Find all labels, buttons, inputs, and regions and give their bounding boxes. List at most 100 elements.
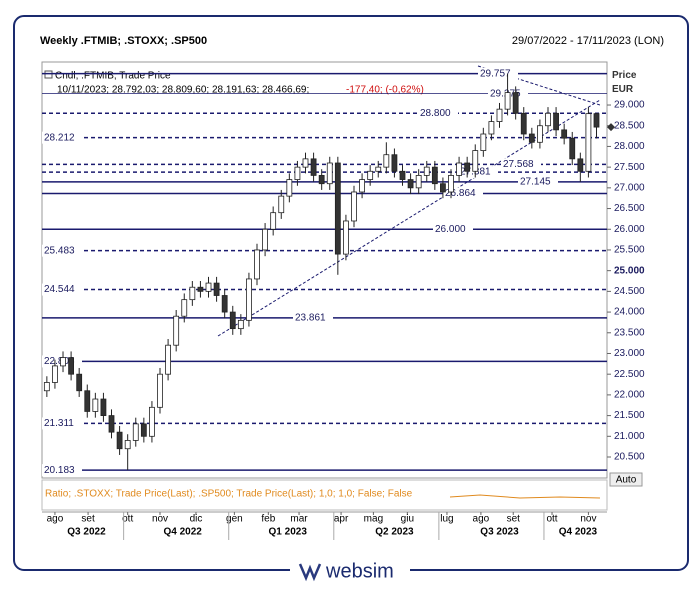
legend-icon [44,70,53,79]
y-tick-label: 28.000 [614,141,645,152]
level-label: 27.568 [503,159,534,170]
candle-body [464,162,471,172]
candle-body [286,179,293,197]
candle-body [520,112,527,135]
candle-body [116,431,123,450]
candle-body [577,158,584,172]
x-tick-label: nov [152,514,168,525]
y-tick-label: 25.000 [614,265,645,276]
candle-body [270,212,277,230]
level-label: 24.544 [44,284,75,295]
candle-body [318,175,325,185]
candle-body [456,162,462,176]
level-label: 27.145 [520,176,551,187]
candle-body [585,113,592,172]
y-tick-label: 23.500 [614,327,645,338]
y-tick-label: 29.000 [614,100,645,111]
ratio-line [449,494,601,499]
auto-button[interactable] [609,472,643,487]
candle-body [423,166,430,176]
level-label-bg [42,244,82,257]
y-tick-label: 28.500 [614,120,645,131]
level-label-bg [42,464,82,477]
y-tick-label: 21.500 [614,410,645,421]
level-label: 26.000 [435,224,466,235]
candle-body [43,382,50,392]
quarter-label: Q4 2022 [163,527,202,538]
x-tick-label: gen [226,514,243,525]
legend-name: Cndl; .FTMIB; Trade Price [55,71,171,82]
candle-body [367,170,374,180]
level-label-bg [518,175,558,188]
candle-body [229,311,236,330]
level-label-bg [501,158,541,171]
candle-body [140,423,147,437]
quarter-label: Q2 2023 [375,527,414,538]
ratio-panel [41,479,608,511]
level-label: 26.864 [445,188,476,199]
candle-body [496,108,503,122]
candle-body [132,423,139,441]
candle-body [237,319,244,330]
x-tick-label: lug [440,514,453,525]
y-tick-label: 27.500 [614,162,645,173]
candle-body [440,183,446,193]
y-axis-label: Price EUR [612,70,637,95]
candle-body [383,154,390,168]
level-label: 22.808 [44,356,75,367]
level-label-bg [293,311,333,324]
candle-body [545,112,551,127]
candle-body [76,373,83,392]
candle-body [181,299,188,317]
candle-body [480,133,487,151]
y-tick-label: 27.000 [614,182,645,193]
level-label: 28.212 [44,132,75,143]
candle-body [246,278,252,321]
candle-body [262,228,268,251]
level-label-bg [418,107,458,120]
candle-body [84,390,91,412]
y-tick-label: 23.000 [614,348,645,359]
candle-body [92,398,99,412]
candle-body [334,162,341,255]
candle-body [431,166,438,185]
level-label: 21.311 [44,418,74,429]
y-tick-label: 26.500 [614,203,645,214]
ratio-text: Ratio; .STOXX; Trade Price(Last); .SP500… [45,489,413,500]
x-tick-label: apr [334,514,349,525]
candle-body [415,175,422,189]
candle-body [149,406,155,437]
candle-body [399,170,406,180]
level-label-bg [42,131,82,144]
x-tick-label: giu [401,514,414,525]
candle-body [504,92,511,110]
level-label: 23.861 [295,312,326,323]
x-tick-label: dic [190,514,203,525]
candle-body [197,286,204,292]
x-tick-label: nov [580,514,596,525]
y-tick-label: 21.000 [614,431,645,442]
candle-body [124,440,131,450]
legend-info: 10/11/2023; 28.792,03; 28.809,60; 28.191… [57,85,309,96]
auto-label[interactable]: Auto [616,475,637,486]
last-price-marker [607,123,615,132]
level-label: 28.800 [420,108,451,119]
candle-body [68,357,74,375]
candle-body [326,162,333,185]
x-tick-label: ott [122,514,133,525]
y-tick-label: 24.000 [614,307,645,318]
level-label: 25.483 [44,245,75,256]
candle-body [165,344,171,375]
level-label-bg [42,417,82,430]
quarter-label: Q3 2022 [67,527,106,538]
candle-body [108,415,115,433]
y-tick-label: 20.500 [614,452,645,463]
date-range: 29/07/2022 - 17/11/2023 (LON) [512,35,664,47]
quarter-label: Q1 2023 [269,527,308,538]
chart-title: Weekly .FTMIB; .STOXX; .SP500 [40,35,207,47]
quarter-label: Q3 2023 [480,527,519,538]
x-tick-label: mag [364,514,383,525]
x-tick-label: ago [47,514,64,525]
candle-body [375,166,382,172]
candle-body [294,166,301,180]
